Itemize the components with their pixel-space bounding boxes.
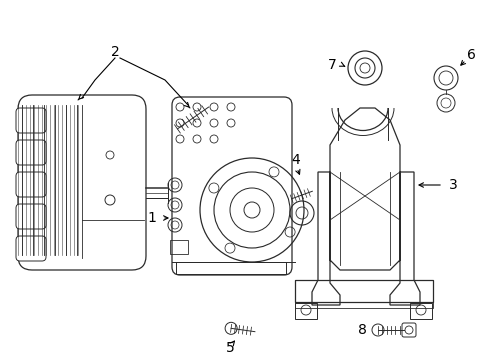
FancyBboxPatch shape [16,204,46,229]
Text: 2: 2 [110,45,119,59]
FancyBboxPatch shape [401,323,415,337]
FancyBboxPatch shape [18,95,146,270]
Bar [294,280,432,302]
Text: 3: 3 [447,178,456,192]
Bar [409,303,431,319]
Bar [294,280,432,308]
Text: 1: 1 [147,211,156,225]
FancyBboxPatch shape [16,108,46,133]
FancyBboxPatch shape [172,97,291,275]
Text: 8: 8 [357,323,366,337]
Bar [176,262,285,274]
Text: 7: 7 [327,58,336,72]
Bar [170,240,187,254]
Text: 4: 4 [291,153,300,167]
Text: 5: 5 [225,341,234,355]
Bar [294,303,316,319]
Text: 6: 6 [466,48,474,62]
FancyBboxPatch shape [16,236,46,261]
FancyBboxPatch shape [16,140,46,165]
FancyBboxPatch shape [16,172,46,197]
